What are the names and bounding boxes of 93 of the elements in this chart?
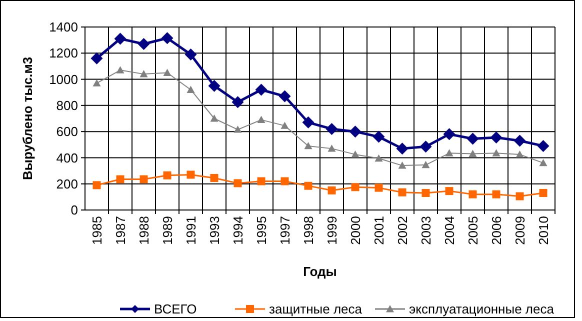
y-tick-label: 1400	[49, 20, 78, 35]
y-tick-label: 600	[56, 124, 78, 140]
point	[255, 84, 268, 96]
point	[257, 116, 266, 124]
point	[328, 144, 336, 152]
point	[490, 131, 502, 144]
legend-label: защитные леса	[269, 302, 363, 317]
point	[257, 177, 266, 186]
point	[443, 128, 456, 140]
point	[280, 122, 289, 129]
x-tick-label: 1988	[136, 216, 152, 245]
point	[186, 170, 195, 179]
x-tick-label: 1985	[89, 216, 104, 245]
point	[186, 86, 195, 93]
point	[304, 182, 312, 190]
x-tick-label: 2004	[442, 216, 457, 245]
x-tick-label: 2001	[371, 216, 386, 245]
point	[539, 189, 548, 198]
point	[138, 38, 150, 50]
legend-label: эксплуатационные леса	[409, 302, 555, 317]
point	[468, 150, 477, 157]
point	[492, 190, 500, 198]
point	[234, 126, 242, 133]
point	[351, 183, 360, 192]
x-tick-label: 1987	[112, 216, 128, 245]
point	[326, 122, 338, 135]
point	[445, 187, 454, 196]
point	[210, 174, 218, 182]
x-tick-label: 2009	[512, 216, 528, 245]
point	[420, 140, 432, 153]
point	[372, 130, 385, 143]
point	[278, 90, 291, 102]
y-tick-label: 200	[56, 176, 78, 192]
point	[328, 186, 336, 194]
point	[280, 177, 289, 186]
point	[516, 192, 524, 200]
point	[374, 154, 383, 162]
point	[398, 188, 406, 196]
point	[210, 114, 218, 122]
y-tick-label: 0	[70, 202, 78, 218]
point	[422, 160, 430, 168]
y-tick-label: 800	[56, 98, 78, 113]
x-tick-label: 2005	[465, 216, 480, 245]
point	[234, 179, 242, 188]
point	[140, 175, 148, 184]
point	[232, 96, 244, 108]
x-tick-label: 2010	[536, 216, 551, 245]
point	[398, 162, 406, 169]
y-tick-label: 1200	[49, 46, 78, 61]
point	[161, 32, 174, 44]
point	[374, 184, 383, 192]
point	[422, 189, 430, 198]
point	[304, 142, 312, 150]
point	[163, 68, 172, 76]
y-axis-title: Вырублено тыс.м3	[20, 56, 35, 180]
point	[396, 142, 408, 155]
x-tick-label: 1999	[324, 216, 340, 245]
x-axis-title: Годы	[303, 264, 337, 279]
point	[92, 181, 101, 190]
x-tick-label: 1998	[300, 216, 316, 245]
point	[208, 80, 220, 92]
point	[349, 126, 362, 138]
x-tick-label: 1991	[183, 216, 198, 245]
point	[466, 132, 479, 145]
point	[116, 175, 124, 184]
point	[184, 48, 197, 60]
point	[114, 32, 126, 45]
point	[516, 150, 524, 158]
point	[514, 134, 526, 147]
x-tick-label: 1993	[206, 216, 222, 245]
x-tick-label: 2002	[394, 216, 410, 245]
x-tick-label: 1994	[230, 216, 246, 245]
legend-label: ВСЕГО	[154, 302, 197, 317]
point	[492, 149, 500, 156]
x-tick-label: 1989	[160, 216, 175, 245]
x-tick-label: 2003	[418, 216, 434, 245]
point	[351, 150, 360, 158]
point	[116, 66, 124, 74]
x-tick-label: 2000	[348, 216, 363, 245]
point	[468, 190, 477, 198]
point	[302, 116, 314, 128]
point	[90, 52, 103, 64]
y-tick-label: 1000	[49, 72, 78, 87]
point	[539, 158, 548, 166]
x-tick-label: 1995	[254, 216, 269, 245]
x-tick-label: 2006	[488, 216, 504, 245]
point	[140, 70, 148, 78]
point	[163, 171, 172, 180]
y-tick-label: 400	[56, 150, 78, 166]
point	[92, 79, 101, 86]
point	[537, 140, 550, 152]
point	[445, 149, 454, 156]
x-tick-label: 1997	[277, 216, 292, 245]
